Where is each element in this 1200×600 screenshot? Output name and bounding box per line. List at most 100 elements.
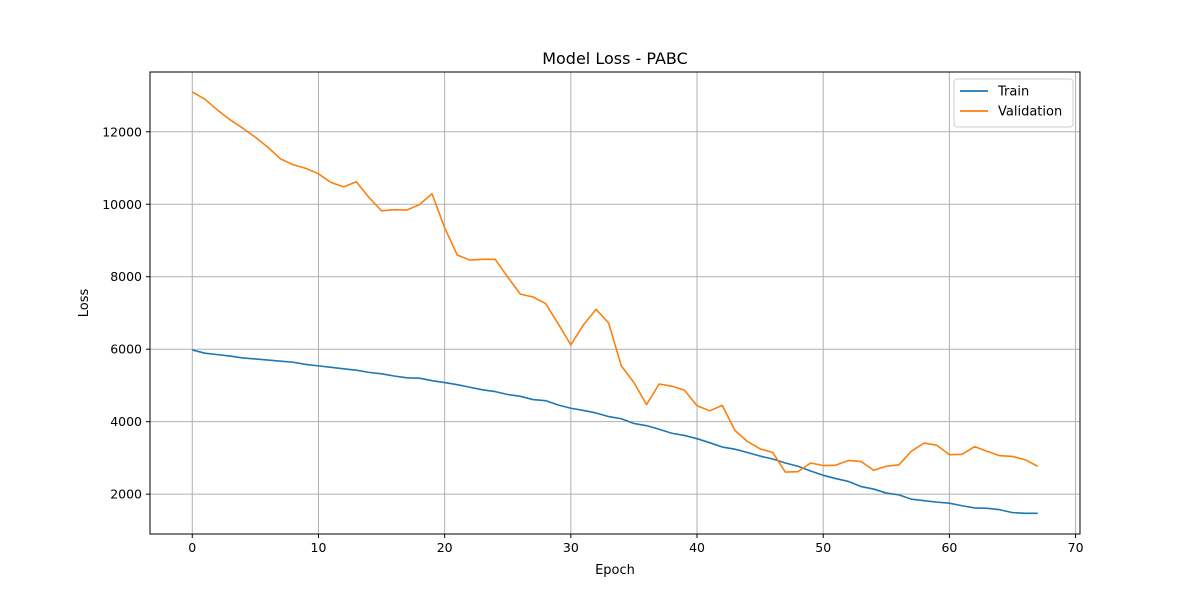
data-point-validation: [393, 208, 395, 210]
data-point-train: [797, 465, 799, 467]
data-point-validation: [948, 453, 950, 455]
data-point-validation: [936, 444, 938, 446]
x-axis-ticks: 0 10 20 30 40 50 60 70: [188, 534, 1084, 555]
data-point-validation: [645, 403, 647, 405]
legend-label-train: Train: [997, 85, 1029, 100]
data-point-validation: [305, 167, 307, 169]
chart-title: Model Loss - PABC: [542, 49, 688, 68]
data-point-train: [898, 494, 900, 496]
data-point-validation: [443, 227, 445, 229]
data-point-train: [368, 371, 370, 373]
data-point-validation: [620, 365, 622, 367]
x-tick-label: 10: [311, 540, 327, 555]
data-point-train: [557, 404, 559, 406]
data-point-train: [784, 462, 786, 464]
y-tick-label: 10000: [102, 197, 142, 212]
data-point-train: [872, 488, 874, 490]
data-point-validation: [557, 323, 559, 325]
data-point-train: [746, 451, 748, 453]
y-tick-label: 2000: [110, 487, 142, 502]
data-point-train: [948, 502, 950, 504]
data-point-validation: [406, 209, 408, 211]
data-point-train: [469, 386, 471, 388]
data-point-validation: [872, 469, 874, 471]
data-point-train: [242, 357, 244, 359]
data-point-validation: [1011, 455, 1013, 457]
data-point-validation: [835, 464, 837, 466]
data-point-train: [406, 377, 408, 379]
data-point-validation: [431, 193, 433, 195]
y-tick-label: 8000: [110, 269, 142, 284]
data-point-train: [809, 470, 811, 472]
x-tick-label: 30: [563, 540, 579, 555]
data-point-train: [418, 377, 420, 379]
data-point-validation: [734, 429, 736, 431]
data-point-train: [633, 422, 635, 424]
data-point-train: [658, 428, 660, 430]
data-point-train: [847, 480, 849, 482]
data-point-validation: [368, 196, 370, 198]
data-point-train: [254, 358, 256, 360]
data-point-train: [216, 353, 218, 355]
data-point-validation: [469, 259, 471, 261]
data-point-validation: [343, 186, 345, 188]
data-point-validation: [267, 146, 269, 148]
data-point-train: [696, 438, 698, 440]
data-point-train: [595, 412, 597, 414]
grid: [150, 72, 1080, 534]
data-point-validation: [380, 210, 382, 212]
data-point-train: [532, 398, 534, 400]
x-tick-label: 40: [689, 540, 705, 555]
x-axis-label: Epoch: [595, 563, 635, 578]
data-point-train: [292, 361, 294, 363]
data-point-train: [393, 375, 395, 377]
x-tick-label: 60: [941, 540, 957, 555]
data-point-train: [355, 369, 357, 371]
data-point-train: [645, 424, 647, 426]
data-point-train: [1037, 512, 1039, 514]
data-point-train: [822, 474, 824, 476]
data-point-train: [443, 381, 445, 383]
data-point-validation: [279, 158, 281, 160]
data-point-train: [481, 389, 483, 391]
data-point-validation: [683, 389, 685, 391]
data-point-validation: [1037, 465, 1039, 467]
data-point-validation: [809, 462, 811, 464]
series-lines: [191, 91, 1039, 515]
data-point-validation: [973, 445, 975, 447]
data-point-train: [507, 393, 509, 395]
data-point-validation: [860, 460, 862, 462]
data-point-validation: [898, 464, 900, 466]
series-line-train: [192, 349, 1038, 515]
data-point-train: [317, 365, 319, 367]
data-point-train: [885, 492, 887, 494]
data-point-validation: [595, 308, 597, 310]
data-point-validation: [658, 383, 660, 385]
y-tick-label: 12000: [102, 124, 142, 139]
data-point-validation: [507, 276, 509, 278]
data-point-validation: [570, 344, 572, 346]
data-point-validation: [961, 453, 963, 455]
data-point-train: [519, 395, 521, 397]
data-point-train: [229, 355, 231, 357]
data-point-train: [1011, 511, 1013, 513]
data-point-train: [456, 384, 458, 386]
legend: Train Validation: [953, 78, 1074, 128]
data-point-train: [708, 441, 710, 443]
data-point-validation: [456, 254, 458, 256]
x-tick-label: 0: [188, 540, 196, 555]
data-point-train: [759, 455, 761, 457]
data-point-train: [267, 359, 269, 361]
data-point-train: [910, 498, 912, 500]
data-point-train: [986, 507, 988, 509]
data-point-validation: [671, 385, 673, 387]
y-tick-label: 6000: [110, 342, 142, 357]
x-tick-label: 50: [815, 540, 831, 555]
data-point-train: [343, 368, 345, 370]
data-point-validation: [885, 465, 887, 467]
y-tick-label: 4000: [110, 414, 142, 429]
data-point-validation: [229, 119, 231, 121]
data-point-train: [683, 434, 685, 436]
x-tick-label: 70: [1068, 540, 1084, 555]
